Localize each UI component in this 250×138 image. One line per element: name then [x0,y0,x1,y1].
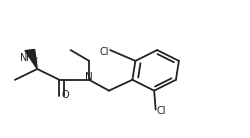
Text: NH$_2$: NH$_2$ [19,51,38,65]
Text: O: O [62,90,70,100]
Polygon shape [25,50,37,69]
Text: Cl: Cl [157,106,166,116]
Text: Cl: Cl [100,47,109,57]
Text: N: N [85,72,93,82]
